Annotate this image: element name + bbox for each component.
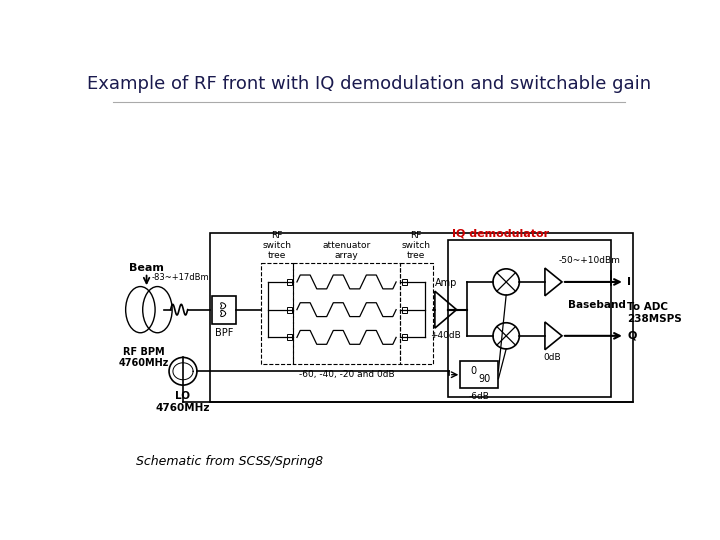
Text: BPF: BPF	[215, 328, 233, 338]
Text: RF
switch
tree: RF switch tree	[402, 231, 431, 260]
Text: -60, -40, -20 and 0dB: -60, -40, -20 and 0dB	[299, 370, 395, 379]
Text: +40dB: +40dB	[431, 331, 461, 340]
Bar	[210, 233, 632, 402]
Text: 0dB: 0dB	[544, 353, 562, 362]
Text: -83~+17dBm: -83~+17dBm	[151, 273, 209, 282]
Text: -50~+10dBm: -50~+10dBm	[559, 256, 621, 265]
Bar	[402, 279, 407, 285]
Bar	[212, 296, 235, 323]
Bar	[448, 240, 611, 397]
Text: RF
switch
tree: RF switch tree	[262, 231, 292, 260]
Bar	[287, 334, 292, 340]
Text: Baseband: Baseband	[568, 300, 626, 310]
Bar	[287, 279, 292, 285]
Text: 90: 90	[479, 374, 491, 384]
Text: 0: 0	[470, 366, 477, 376]
Text: Q: Q	[627, 331, 636, 341]
Text: Amp: Amp	[435, 278, 457, 288]
Text: IQ demodulator: IQ demodulator	[452, 228, 549, 238]
Bar	[459, 361, 498, 388]
Bar	[400, 264, 433, 363]
Text: Example of RF front with IQ demodulation and switchable gain: Example of RF front with IQ demodulation…	[87, 75, 651, 93]
Bar	[402, 334, 407, 340]
Bar	[287, 307, 292, 313]
Text: attenuator
array: attenuator array	[323, 241, 371, 260]
Text: To ADC
238MSPS: To ADC 238MSPS	[627, 302, 682, 323]
Bar	[261, 264, 293, 363]
Text: I: I	[627, 277, 631, 287]
Text: RF BPM
4760MHz: RF BPM 4760MHz	[119, 347, 169, 368]
Bar	[402, 307, 407, 313]
Text: Schematic from SCSS/Spring8: Schematic from SCSS/Spring8	[137, 455, 323, 468]
Bar	[293, 264, 400, 363]
Text: LO
4760MHz: LO 4760MHz	[156, 392, 210, 413]
Text: -6dB: -6dB	[469, 392, 490, 401]
Text: Beam: Beam	[129, 262, 164, 273]
